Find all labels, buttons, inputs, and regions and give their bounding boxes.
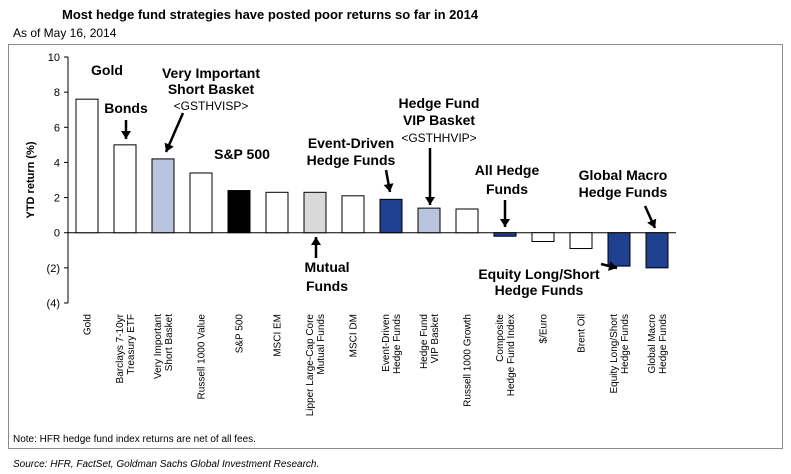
chart-note: Note: HFR hedge fund index returns are n… [13, 434, 256, 445]
annotation-equity-ls: Hedge Funds [495, 282, 584, 298]
bar-1 [113, 144, 137, 234]
chart-title: Most hedge fund strategies have posted p… [62, 7, 479, 22]
as-of-date: As of May 16, 2014 [13, 26, 117, 40]
x-tick-label: $/Euro [539, 314, 550, 344]
annotation-short-basket: Very Important [162, 65, 260, 81]
x-tick-label: Very Important [153, 314, 164, 379]
y-tick-label: (2) [47, 263, 60, 275]
annotation-all-hedge: All Hedge [475, 162, 540, 178]
y-tick-label: 4 [54, 157, 60, 169]
annotation-event-driven: Hedge Funds [307, 152, 396, 168]
bar-7 [341, 195, 365, 234]
x-tick-label: MSCI EM [273, 314, 284, 357]
x-tick-label: S&P 500 [235, 314, 246, 354]
arrow-vip-basket-head [425, 197, 435, 205]
annotation-vip-basket: Hedge Fund [399, 95, 480, 111]
bars-group [75, 98, 669, 269]
x-tick-label: Hedge Funds [658, 314, 669, 374]
chart-source: Source: HFR, FactSet, Goldman Sachs Glob… [13, 459, 320, 470]
annotation-vip-basket: <GSTHHVIP> [401, 131, 476, 145]
y-tick-label: 2 [54, 193, 60, 205]
bar-4 [227, 190, 251, 234]
annotation-bonds: Bonds [104, 100, 148, 116]
y-axis-label: YTD return (%) [25, 141, 37, 218]
annotation-gold: Gold [91, 62, 123, 78]
x-tick-label: Barclays 7-10yr [115, 313, 126, 383]
x-tick-label: Russell 1000 Growth [463, 314, 474, 407]
x-tick-label: Hedge Fund Index [506, 314, 517, 396]
y-tick-label: (4) [47, 298, 60, 310]
y-tick-label: 8 [54, 87, 60, 99]
arrow-global-macro-head [647, 218, 657, 228]
x-tick-label: Hedge Funds [392, 314, 403, 374]
x-tick-label: Equity Long/Short [609, 314, 620, 394]
x-tick-label: Hedge Funds [620, 314, 631, 374]
annotation-event-driven: Event-Driven [308, 135, 394, 151]
annotation-global-macro: Hedge Funds [579, 184, 668, 200]
annotation-mutual-funds: Mutual [304, 259, 349, 275]
annotation-short-basket: Short Basket [168, 81, 255, 97]
x-tick-label: Gold [83, 314, 94, 335]
y-tick-label: 0 [54, 228, 60, 240]
x-tick-label: VIP Basket [430, 314, 441, 364]
annotation-mutual-funds: Funds [306, 278, 348, 294]
arrow-event-driven-head [383, 183, 394, 192]
bar-12 [531, 232, 555, 242]
x-tick-label: Brent Oil [577, 314, 588, 353]
x-tick-label: Mutual Funds [316, 314, 327, 375]
arrow-bonds-head [121, 131, 131, 139]
y-tick-label: 6 [54, 122, 60, 134]
bar-11 [493, 232, 517, 237]
bar-8 [379, 198, 403, 234]
x-tick-label: Hedge Fund [419, 314, 430, 369]
x-tick-label: Treasury ETF [126, 314, 137, 375]
y-tick-label: 10 [48, 52, 60, 64]
arrow-short-basket-head [164, 142, 174, 152]
bar-3 [189, 172, 213, 234]
x-tick-label: Lipper Large-Cap Core [305, 314, 316, 417]
bar-14 [607, 232, 631, 267]
bar-10 [455, 208, 479, 234]
bar-15 [645, 232, 669, 269]
x-tick-label: Event-Driven [381, 314, 392, 372]
annotation-global-macro: Global Macro [579, 167, 668, 183]
annotation-sp500: S&P 500 [214, 146, 270, 162]
bar-2 [151, 158, 175, 234]
x-tick-label: Global Macro [647, 314, 658, 374]
arrow-equity-ls-head [608, 261, 617, 271]
x-tick-label: Russell 1000 Value [197, 314, 208, 400]
arrow-all-hedge-head [500, 219, 510, 227]
x-tick-label: Short Basket [164, 314, 175, 371]
annotation-all-hedge: Funds [486, 181, 528, 197]
annotation-short-basket: <GSTHVISP> [174, 99, 249, 113]
annotation-equity-ls: Equity Long/Short [478, 266, 600, 282]
x-labels-group: Gold Barclays 7-10yr Treasury ETF Very Impo… [83, 313, 670, 416]
arrow-mutual-funds-head [311, 237, 321, 245]
x-tick-label: MSCI DM [349, 314, 360, 357]
chart-frame [8, 44, 783, 449]
bar-13 [569, 232, 593, 250]
bar-6 [303, 191, 327, 234]
annotation-vip-basket: VIP Basket [403, 112, 475, 128]
bar-5 [265, 191, 289, 234]
bar-0 [75, 98, 99, 234]
x-tick-label: Composite [495, 314, 506, 362]
bar-9 [417, 207, 441, 234]
